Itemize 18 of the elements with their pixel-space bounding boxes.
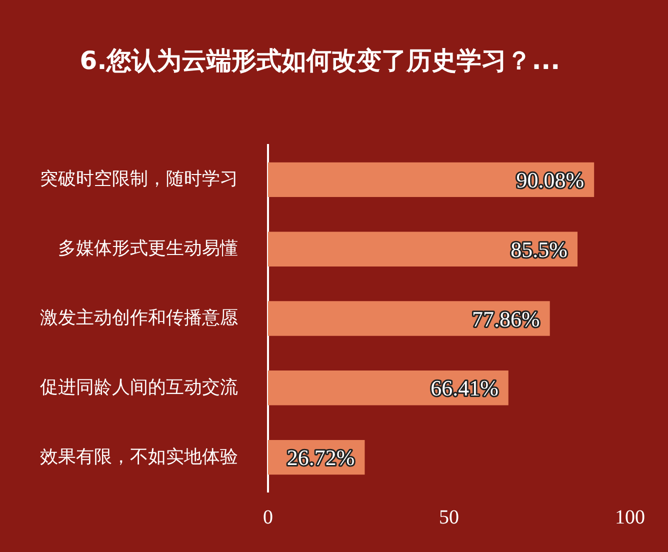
bar <box>268 370 508 406</box>
y-tick-label: 激发主动创作和传播意愿 <box>40 307 238 328</box>
y-tick-label: 促进同龄人间的互动交流 <box>40 376 238 397</box>
chart-title: 6.您认为云端形式如何改变了历史学习？... <box>78 45 562 77</box>
text: 85.5% <box>510 236 568 262</box>
text: 66.41% <box>430 376 498 401</box>
text: 90.08% <box>516 167 584 192</box>
text: 26.72% <box>286 445 355 470</box>
text: 77.86% <box>472 306 540 332</box>
x-tick-label: 50 <box>439 506 459 528</box>
bar <box>268 301 550 336</box>
x-tick-label: 0 <box>263 506 273 528</box>
bar <box>268 162 594 198</box>
y-tick-label: 效果有限，不如实地体验 <box>40 446 238 466</box>
bar <box>268 232 578 266</box>
y-tick-label: 多媒体形式更生动易懂 <box>58 238 238 258</box>
x-tick-label: 100 <box>615 506 645 528</box>
y-tick-label: 突破时空限制，随时学习 <box>40 168 238 189</box>
